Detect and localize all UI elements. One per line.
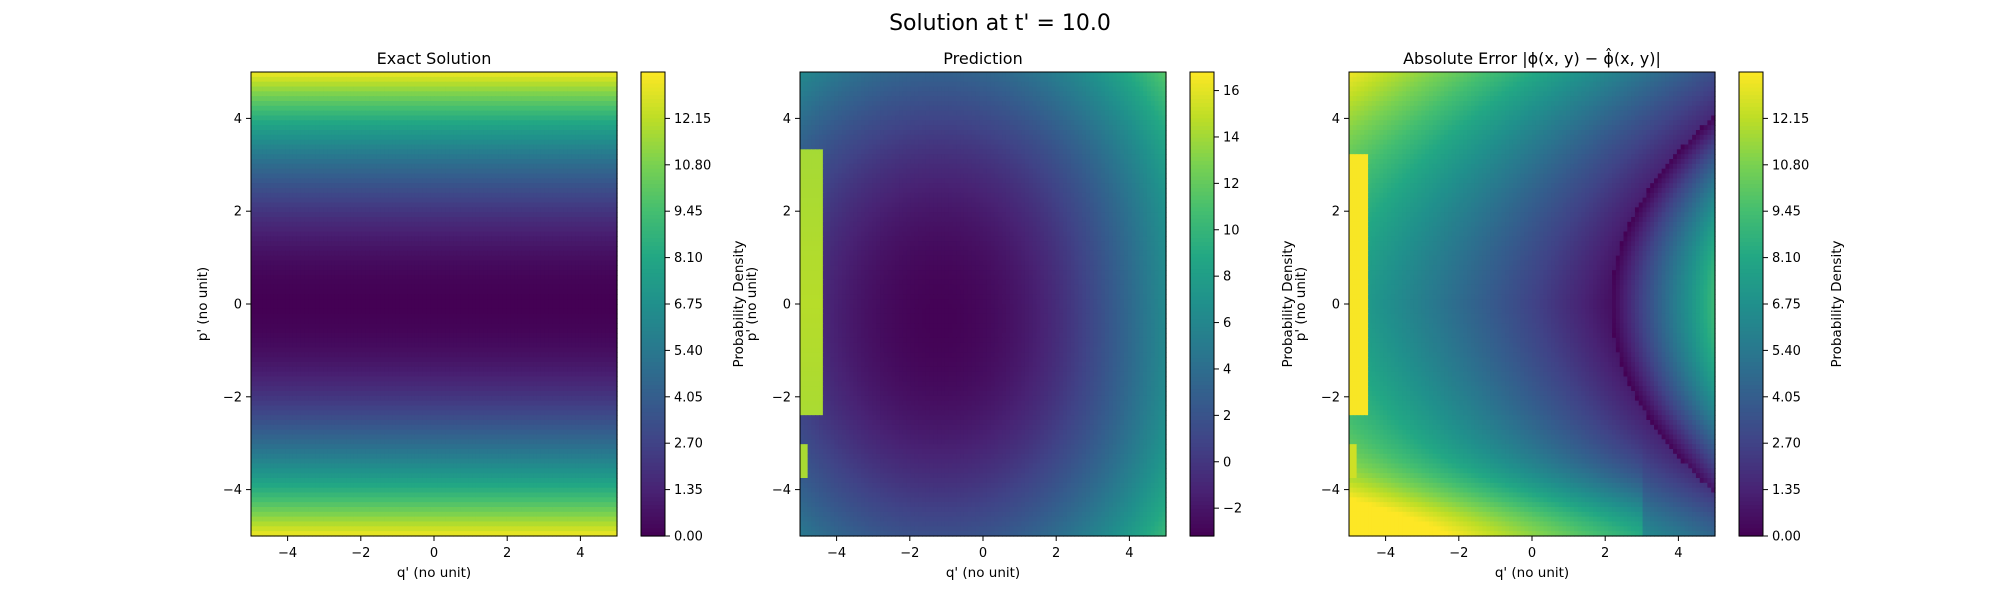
- colorbar-tick-label: 0.00: [1772, 530, 1801, 545]
- colorbar-label: Probability Density: [1829, 241, 1845, 368]
- heatmap: [1349, 72, 1716, 537]
- y-tick-label: 2: [234, 205, 242, 220]
- panel-3: Absolute Error |ϕ(x, y) − ϕ̂(x, y)| −4 −2 0…: [1293, 48, 1845, 581]
- colorbar-tick-label: 2.70: [674, 437, 703, 452]
- y-tick-label: −4: [223, 483, 242, 498]
- colorbar-tick-label: 1.35: [1772, 483, 1801, 498]
- y-tick-label: 0: [783, 298, 791, 313]
- x-axis-label: q' (no unit): [397, 565, 471, 581]
- panel-title: Prediction: [943, 49, 1022, 68]
- colorbar-frame: [1189, 71, 1215, 537]
- x-tick-label: 2: [1052, 546, 1060, 561]
- x-tick-label: 0: [979, 546, 987, 561]
- panel-title: Exact Solution: [377, 49, 492, 68]
- colorbar-tick-label: 2: [1223, 409, 1231, 424]
- y-tick-label: −2: [1321, 390, 1340, 405]
- x-axis-label: q' (no unit): [946, 565, 1020, 581]
- colorbar-tick-label: 5.40: [1772, 344, 1801, 359]
- x-tick-label: −4: [278, 546, 297, 561]
- y-tick-label: −2: [772, 390, 791, 405]
- colorbar-tick-label: 0: [1223, 455, 1231, 470]
- heatmap: [251, 72, 618, 537]
- colorbar-tick-label: 9.45: [674, 205, 703, 220]
- x-tick-label: −4: [1376, 546, 1395, 561]
- x-tick-label: −4: [827, 546, 846, 561]
- colorbar-tick-label: 8: [1223, 270, 1231, 285]
- colorbar-tick-label: 5.40: [674, 344, 703, 359]
- y-tick-label: 0: [234, 298, 242, 313]
- y-axis-label: p' (no unit): [744, 267, 760, 341]
- colorbar: [1739, 72, 1763, 537]
- x-tick-label: 0: [430, 546, 438, 561]
- colorbar-tick-label: 4: [1223, 362, 1231, 377]
- colorbar-tick-label: 6.75: [674, 298, 703, 313]
- x-tick-label: 4: [576, 546, 584, 561]
- x-tick-label: 0: [1528, 546, 1536, 561]
- colorbar-tick-label: 10.80: [1772, 158, 1809, 173]
- colorbar-tick-label: 14: [1223, 130, 1240, 145]
- colorbar-tick-label: 1.35: [674, 483, 703, 498]
- y-axis-label: p' (no unit): [195, 267, 211, 341]
- x-tick-label: −2: [1449, 546, 1468, 561]
- y-axis-label: p' (no unit): [1293, 267, 1309, 341]
- x-tick-label: −2: [351, 546, 370, 561]
- y-tick-label: 4: [1332, 112, 1340, 127]
- colorbar: [1190, 72, 1214, 537]
- y-tick-label: 2: [1332, 205, 1340, 220]
- colorbar-tick-label: 12.15: [1772, 112, 1809, 127]
- y-tick-label: 2: [783, 205, 791, 220]
- panel-1: Exact Solution −4 −2 0 2 4 −4 −2 0 2 4 q' (no unit)…: [195, 49, 747, 581]
- colorbar-tick-label: 6: [1223, 316, 1231, 331]
- colorbar-tick-label: 4.05: [674, 390, 703, 405]
- panels: Exact Solution −4 −2 0 2 4 −4 −2 0 2 4 q' (no unit)…: [195, 48, 1845, 581]
- colorbar-tick-label: 12: [1223, 177, 1240, 192]
- x-axis-label: q' (no unit): [1495, 565, 1569, 581]
- colorbar-tick-label: 6.75: [1772, 298, 1801, 313]
- panel-title: Absolute Error |ϕ(x, y) − ϕ̂(x, y)|: [1403, 48, 1661, 68]
- colorbar-tick-label: 16: [1223, 84, 1240, 99]
- colorbar-tick-label: −2: [1223, 502, 1242, 517]
- y-tick-label: −4: [1321, 483, 1340, 498]
- colorbar-tick-label: 4.05: [1772, 390, 1801, 405]
- colorbar-tick-label: 2.70: [1772, 437, 1801, 452]
- y-tick-label: 4: [234, 112, 242, 127]
- colorbar-label: Probability Density: [731, 241, 747, 368]
- y-tick-label: 4: [783, 112, 791, 127]
- y-tick-label: −4: [772, 483, 791, 498]
- figure-suptitle: Solution at t' = 10.0: [889, 11, 1111, 36]
- colorbar-label: Probability Density: [1280, 241, 1296, 368]
- x-tick-label: 2: [503, 546, 511, 561]
- x-tick-label: −2: [900, 546, 919, 561]
- x-tick-label: 4: [1674, 546, 1682, 561]
- colorbar-tick-label: 8.10: [1772, 251, 1801, 266]
- colorbar-tick-label: 10: [1223, 223, 1240, 238]
- colorbar-tick-label: 10.80: [674, 158, 711, 173]
- x-tick-label: 4: [1125, 546, 1133, 561]
- y-tick-label: 0: [1332, 298, 1340, 313]
- y-tick-label: −2: [223, 390, 242, 405]
- colorbar-tick-label: 8.10: [674, 251, 703, 266]
- colorbar-tick-label: 0.00: [674, 530, 703, 545]
- x-tick-label: 2: [1601, 546, 1609, 561]
- colorbar-tick-label: 9.45: [1772, 205, 1801, 220]
- panel-2: Prediction −4 −2 0 2 4 −4 −2 0 2 4 q' (no unit) p' (…: [744, 49, 1296, 581]
- colorbar-tick-label: 12.15: [674, 112, 711, 127]
- colorbar: [641, 72, 665, 537]
- heatmap: [800, 72, 1167, 537]
